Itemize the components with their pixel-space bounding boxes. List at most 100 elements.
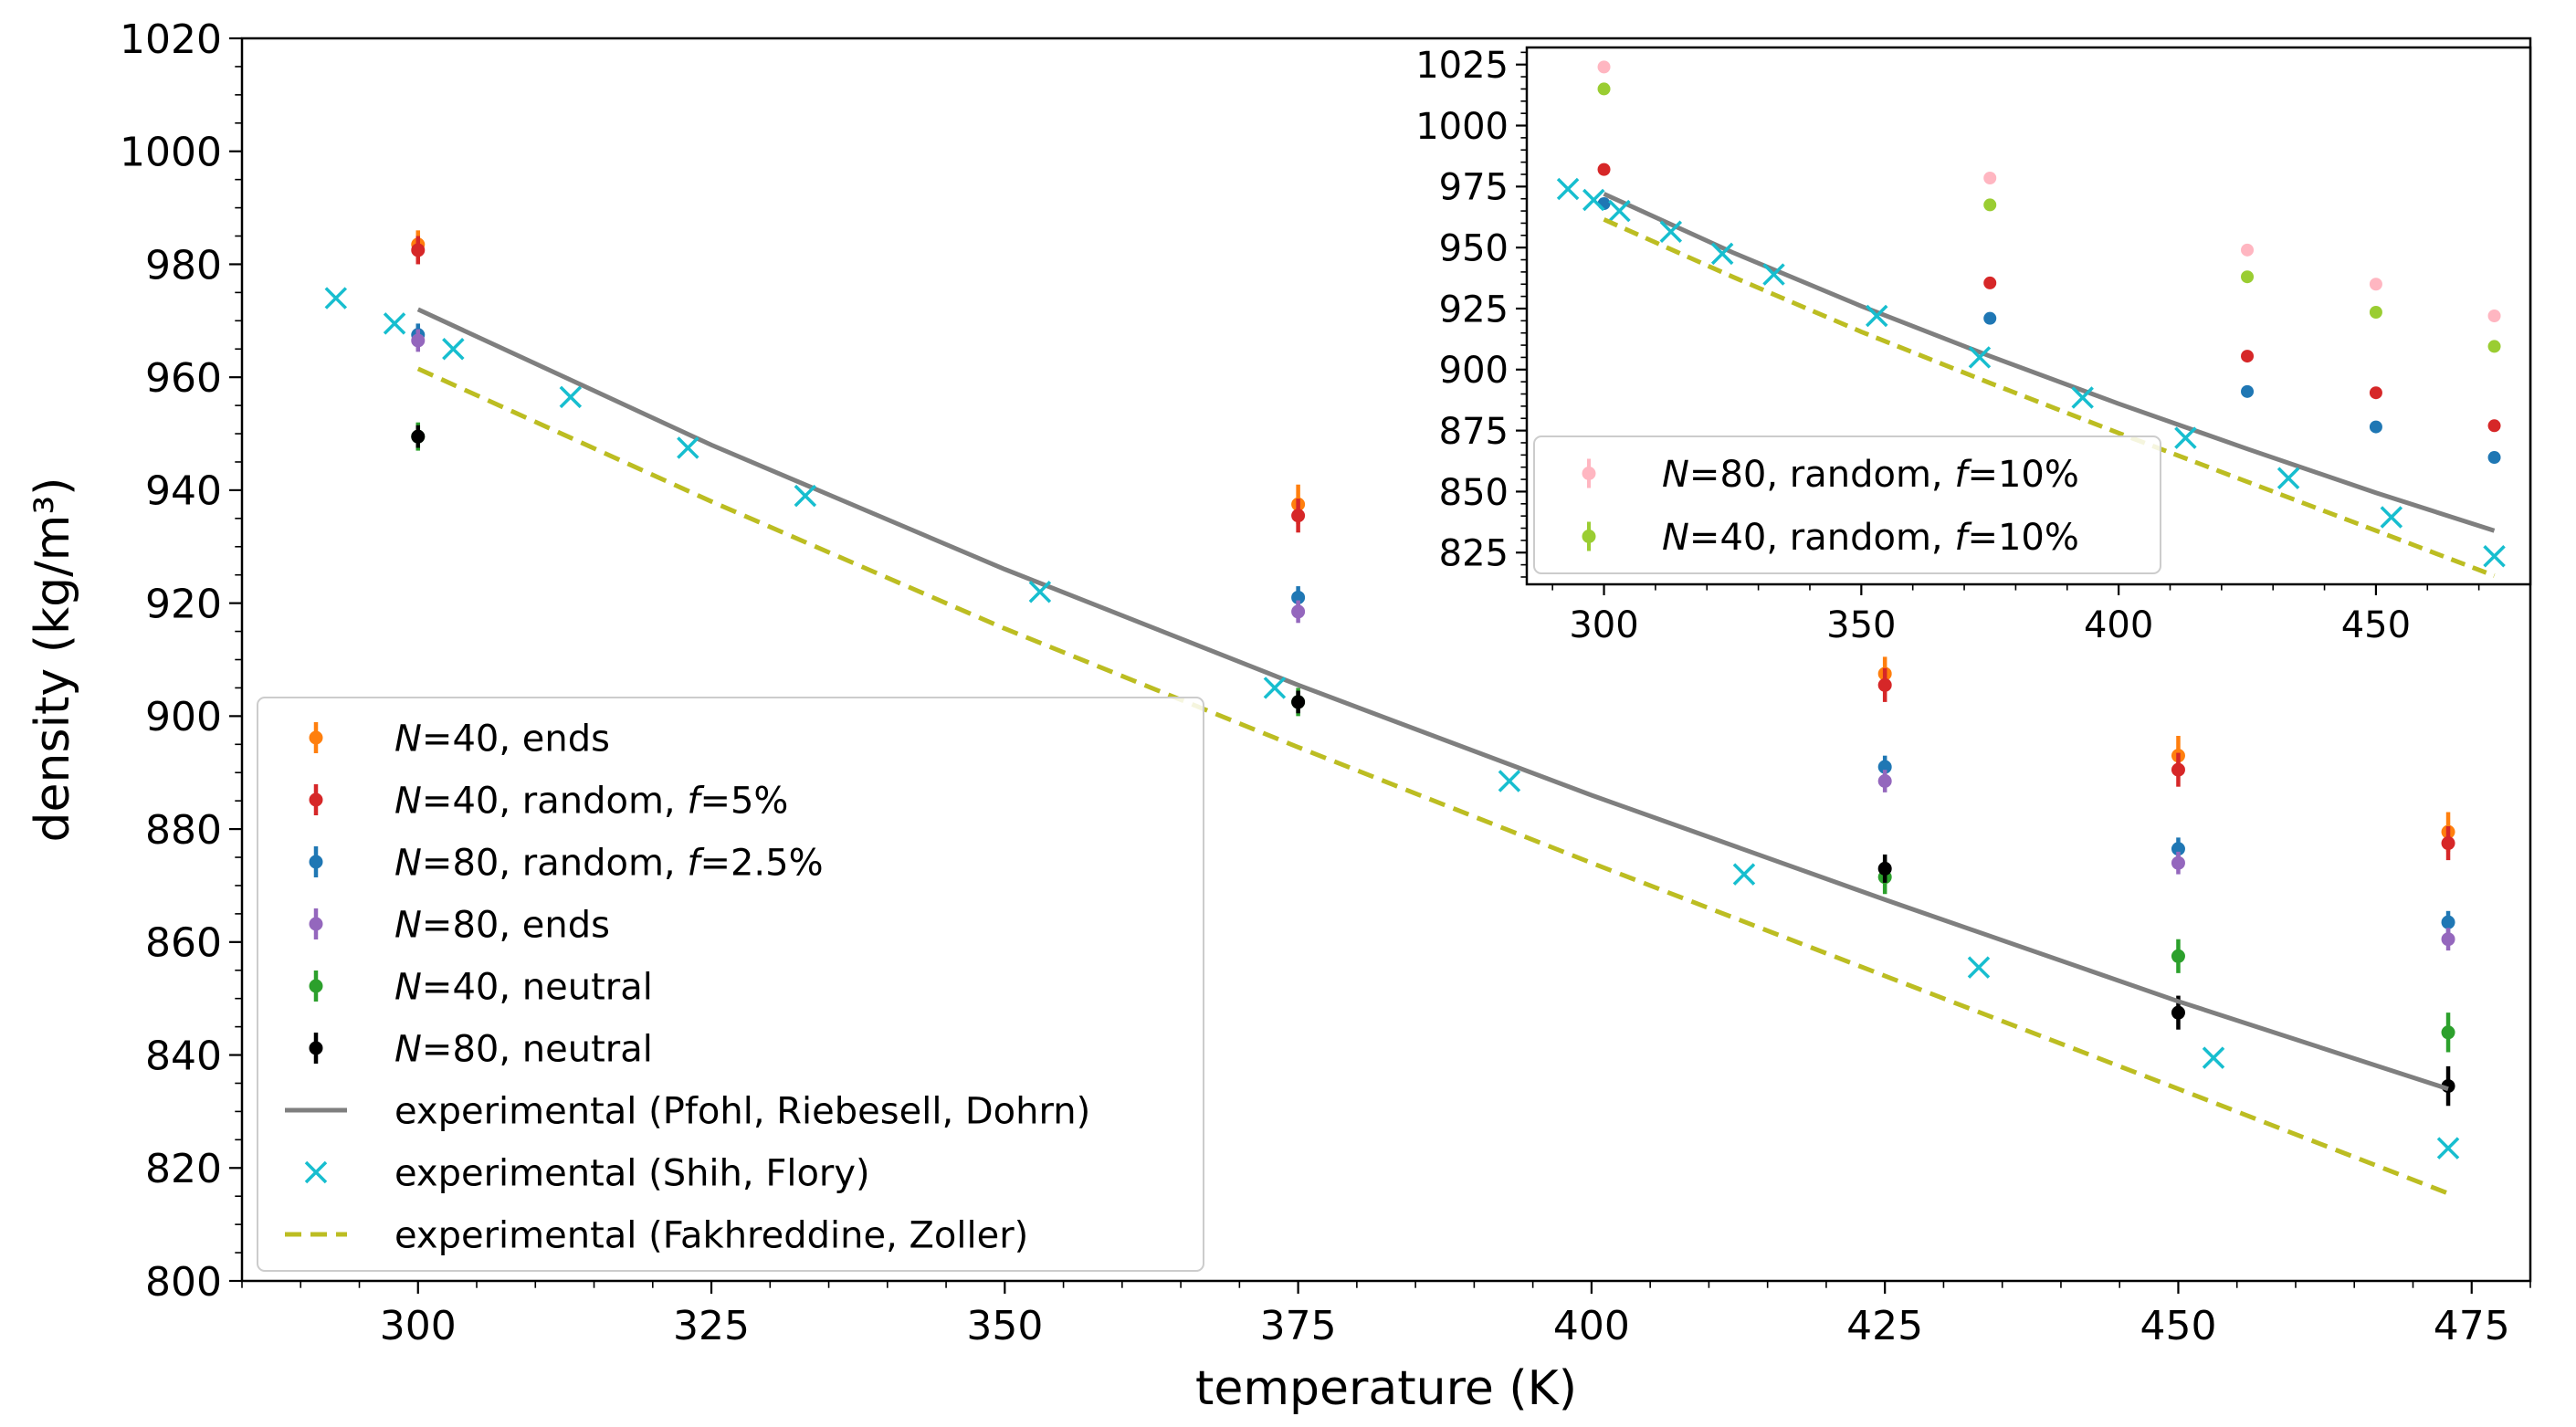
y-tick-label: 825 <box>1439 533 1509 575</box>
data-point-n-80-random-f-2-5 <box>2241 384 2255 398</box>
x-tick-label: 375 <box>1260 1303 1337 1349</box>
legend-x-swatch <box>304 1160 328 1184</box>
legend-label-text: , random, <box>499 780 687 822</box>
legend-marker-swatch <box>1582 467 1596 480</box>
data-point-experimental-shih-flory <box>1710 242 1734 266</box>
data-point-n-40-random-f-5 <box>2369 386 2382 400</box>
x-tick-label: 450 <box>2341 604 2411 646</box>
y-tick-label: 850 <box>1439 472 1509 514</box>
main-data-marks <box>324 230 2460 1196</box>
legend-label-experimental-fakhreddine-zoller: experimental (Fakhreddine, Zoller) <box>394 1214 1028 1256</box>
legend-label-text: experimental (Pfohl, Riebesell, Dohrn) <box>394 1090 1090 1132</box>
x-tick-label: 425 <box>1846 1303 1923 1349</box>
marker <box>1983 276 1997 289</box>
marker <box>2171 1005 2185 1020</box>
legend-item-n-40-random-f-10: N=40, random, f=10% <box>1582 517 2079 559</box>
data-point-experimental-shih-flory <box>1263 677 1287 699</box>
marker <box>2171 762 2185 777</box>
marker <box>1877 774 1892 789</box>
y-tick-label: 1025 <box>1415 45 1509 87</box>
data-point-experimental-shih-flory <box>383 312 406 335</box>
y-tick-label: 925 <box>1439 289 1509 331</box>
legend-item-experimental-shih-flory: experimental (Shih, Flory) <box>304 1152 870 1194</box>
marker <box>1597 163 1611 176</box>
x-tick-label: 400 <box>1553 1303 1630 1349</box>
marker <box>1983 198 1997 212</box>
legend-label-text: , neutral <box>499 1028 653 1070</box>
data-point-n-80-ends <box>411 329 426 352</box>
legend-marker-swatch <box>309 1041 323 1055</box>
series-line-experimental-fakhreddine-zoller <box>416 366 2449 1196</box>
marker <box>2241 350 2255 363</box>
data-point-experimental-shih-flory <box>1582 188 1605 212</box>
data-point-n-40-random-f-5 <box>1291 498 1306 533</box>
data-point-n-80-ends <box>2171 851 2185 875</box>
y-tick-label: 840 <box>145 1033 222 1079</box>
marker <box>1597 60 1611 74</box>
data-point-experimental-shih-flory <box>2380 506 2403 529</box>
marker <box>411 429 426 444</box>
legend-label-n-value: =40 <box>422 718 499 760</box>
marker <box>2241 243 2255 257</box>
y-axis-label: density (kg/m³) <box>26 477 80 843</box>
x-tick-label: 325 <box>673 1303 750 1349</box>
legend-label-n-value: =40 <box>422 780 499 822</box>
y-tick-label: 875 <box>1439 411 1509 453</box>
y-tick-label: 880 <box>145 807 222 854</box>
legend-marker-swatch <box>309 730 323 745</box>
data-point-n-80-random-f-2-5 <box>2487 451 2501 465</box>
data-point-experimental-shih-flory <box>1968 346 1992 369</box>
y-tick-label: 975 <box>1439 167 1509 209</box>
data-point-n-80-neutral <box>411 425 426 448</box>
legend-item-n-40-neutral: N=40, neutral <box>309 966 653 1008</box>
legend-label-f-value: =5% <box>699 780 788 822</box>
legend-label-n-value: =40 <box>1689 517 1766 559</box>
legend-label-n-symbol: N <box>394 966 422 1008</box>
data-point-n-80-neutral <box>1291 690 1306 714</box>
marker <box>2241 270 2255 284</box>
data-point-experimental-shih-flory <box>2174 426 2197 449</box>
legend-label-n-80-random-f-10: N=80, random, f=10% <box>1662 454 2079 496</box>
data-point-n-40-random-f-5 <box>1597 163 1611 176</box>
data-point-n-80-random-f-2-5 <box>2369 420 2382 434</box>
legend-label-text: , random, <box>499 842 687 884</box>
legend-label-n-80-neutral: N=80, neutral <box>394 1028 653 1070</box>
inset-data-marks <box>1556 60 2506 578</box>
legend-item-experimental-pfohl-riebesell-dohrn: experimental (Pfohl, Riebesell, Dohrn) <box>285 1090 1090 1132</box>
data-point-n-80-random-f-10 <box>2487 310 2501 322</box>
marker <box>2171 855 2185 870</box>
legend-label-text: experimental (Fakhreddine, Zoller) <box>394 1214 1028 1256</box>
data-point-n-40-random-f-5 <box>2171 752 2185 787</box>
y-tick-label: 960 <box>145 355 222 402</box>
marker <box>2441 1025 2455 1040</box>
data-point-n-40-neutral <box>2441 1013 2455 1053</box>
data-point-experimental-shih-flory <box>794 484 817 508</box>
marker <box>1291 695 1306 709</box>
legend-marker-swatch <box>309 917 323 931</box>
legend-label-n-symbol: N <box>394 780 422 822</box>
main-plot-frame <box>240 37 2532 1283</box>
marker <box>2441 932 2455 947</box>
marker <box>1291 604 1306 619</box>
legend-label-n-40-random-f-5: N=40, random, f=5% <box>394 780 788 822</box>
data-point-n-80-random-f-10 <box>1983 171 1997 184</box>
series-line-experimental-pfohl-riebesell-dohrn <box>416 307 2449 1092</box>
marker <box>1877 861 1892 876</box>
marker <box>2171 949 2185 963</box>
legend-label-n-value: =40 <box>422 966 499 1008</box>
data-point-experimental-shih-flory <box>1659 220 1683 244</box>
marker <box>411 243 426 257</box>
data-point-n-40-random-f-5 <box>411 236 426 265</box>
marker <box>2369 386 2382 400</box>
data-point-experimental-shih-flory <box>2071 386 2094 409</box>
data-point-n-80-neutral <box>1877 854 1892 883</box>
y-tick-label: 820 <box>145 1146 222 1192</box>
data-point-n-40-random-f-10 <box>2241 270 2255 284</box>
x-tick-label: 300 <box>380 1303 457 1349</box>
marker <box>1877 760 1892 774</box>
legend-item-n-80-neutral: N=80, neutral <box>309 1028 653 1070</box>
legend-label-text: , ends <box>499 904 610 946</box>
y-tick-label: 980 <box>145 242 222 289</box>
marker <box>2241 384 2255 398</box>
